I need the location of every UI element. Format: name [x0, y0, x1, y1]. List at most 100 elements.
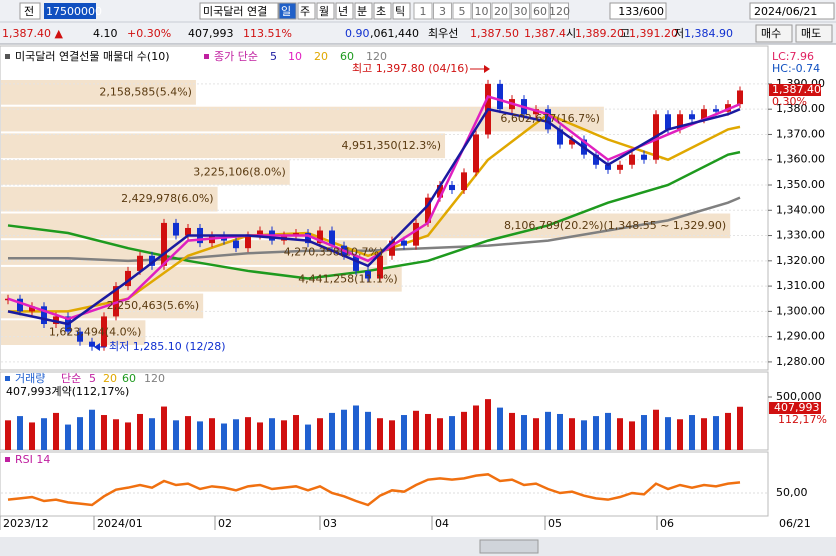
volume-bar	[113, 419, 119, 450]
volume-bar	[665, 417, 671, 450]
scroll-buttons[interactable]	[479, 539, 539, 554]
candle	[17, 298, 23, 312]
volume-bar	[689, 415, 695, 450]
quote-rate: +0.30%	[127, 27, 171, 40]
volume-bar	[545, 411, 551, 450]
period-button[interactable]	[392, 2, 411, 20]
interval-button: 1	[420, 5, 427, 18]
volume-bar	[125, 422, 131, 450]
volume-bar	[317, 418, 323, 450]
period-button: 틱	[395, 5, 405, 18]
legend-marker	[204, 54, 209, 59]
volume-profile-label: 2,250,463(5.6%)	[107, 299, 200, 312]
volume-bar	[77, 417, 83, 450]
volume-profile-bar	[1, 160, 290, 185]
tab-button[interactable]	[19, 2, 41, 20]
period-button[interactable]	[297, 2, 316, 20]
legend-label: 단순	[61, 372, 81, 385]
legend-entry: 60	[340, 50, 354, 63]
axis-note: HC:-0.74	[772, 62, 820, 75]
legend-entry: 120	[366, 50, 387, 63]
volume-profile-bar	[1, 106, 604, 132]
period-button: 년	[338, 5, 348, 18]
last-volume-box	[769, 402, 821, 414]
candle	[689, 114, 695, 120]
volume-bar	[677, 419, 683, 450]
instrument-name: 미국달러 연결	[203, 5, 267, 18]
candle	[425, 197, 431, 223]
legend-entry: 60	[122, 372, 136, 385]
volume-bar	[161, 406, 167, 450]
scroll-bar[interactable]	[0, 537, 836, 556]
high-annotation: 최고 1,397.80 (04/16)	[352, 62, 469, 75]
candle	[77, 331, 83, 342]
volume-bar	[737, 406, 743, 450]
quote-field2: ,061,440	[370, 27, 419, 40]
volume-bar	[185, 416, 191, 450]
volume-bar	[53, 412, 59, 450]
period-button[interactable]	[354, 2, 373, 20]
date-box[interactable]	[749, 2, 835, 20]
interval-button: 120	[549, 5, 570, 18]
interval-button[interactable]	[433, 2, 452, 20]
date-label: 04	[435, 517, 449, 530]
interval-button[interactable]	[511, 2, 530, 20]
last-price-box	[769, 84, 821, 96]
volume-bar	[701, 418, 707, 450]
y-tick-label: 1,360.00	[776, 153, 825, 166]
period-button: 주	[300, 5, 310, 18]
volume-bar	[401, 415, 407, 450]
volume-profile-bar	[1, 266, 402, 292]
quote-open: 1,389.20	[575, 27, 624, 40]
period-button[interactable]	[278, 2, 297, 20]
interval-button[interactable]	[550, 2, 569, 20]
legend-title: 미국달러 연결선물 매물대 수(10)	[15, 50, 170, 63]
volume-profile-label: 1,623,494(4.0%)	[49, 326, 142, 339]
candle	[113, 286, 119, 317]
candle	[389, 240, 395, 256]
interval-button[interactable]	[413, 2, 433, 20]
volume-bar	[449, 416, 455, 450]
volume-bar	[485, 399, 491, 450]
candle	[569, 139, 575, 145]
period-button[interactable]	[373, 2, 392, 20]
volume-bar	[173, 420, 179, 450]
buy-button[interactable]	[755, 24, 793, 43]
interval-button[interactable]	[530, 2, 550, 20]
legend-entry: 20	[103, 372, 117, 385]
legend-title: 거래량	[15, 372, 45, 385]
volume-bar	[713, 416, 719, 450]
quote-volume-ratio: 113.51%	[243, 27, 292, 40]
interval-button[interactable]	[491, 2, 511, 20]
candle	[257, 230, 263, 236]
volume-profile-label: 2,429,978(6.0%)	[121, 192, 214, 205]
volume-bar	[293, 415, 299, 450]
code-input: 17500000	[46, 5, 102, 18]
volume-bar	[581, 420, 587, 450]
date-label: 02	[218, 517, 232, 530]
volume-bar	[617, 418, 623, 450]
candle	[41, 306, 47, 325]
rsi-pane	[0, 451, 769, 517]
interval-button[interactable]	[452, 2, 472, 20]
volume-bar	[653, 409, 659, 450]
last-volume: 407,993	[774, 401, 820, 414]
sell-button[interactable]	[795, 24, 833, 43]
quote-best-bid: 1,387.4	[524, 27, 566, 40]
quote-high: 1,391.20	[629, 27, 678, 40]
period-button: 초	[376, 5, 386, 18]
code-input[interactable]	[44, 3, 96, 19]
quote-low-label: 저	[674, 27, 684, 40]
period-button[interactable]	[335, 2, 354, 20]
sell-button: 매도	[801, 27, 821, 40]
volume-bar	[329, 412, 335, 450]
period-button[interactable]	[316, 2, 335, 20]
volume-rate: 112,17%	[778, 413, 827, 426]
y-tick-label: 1,330.00	[776, 229, 825, 242]
candle	[497, 83, 503, 110]
quote-high-label: 고	[620, 27, 630, 40]
y-tick-label: 50,00	[776, 486, 808, 499]
volume-bar	[353, 405, 359, 450]
volume-bar	[521, 415, 527, 450]
interval-button[interactable]	[472, 2, 491, 20]
